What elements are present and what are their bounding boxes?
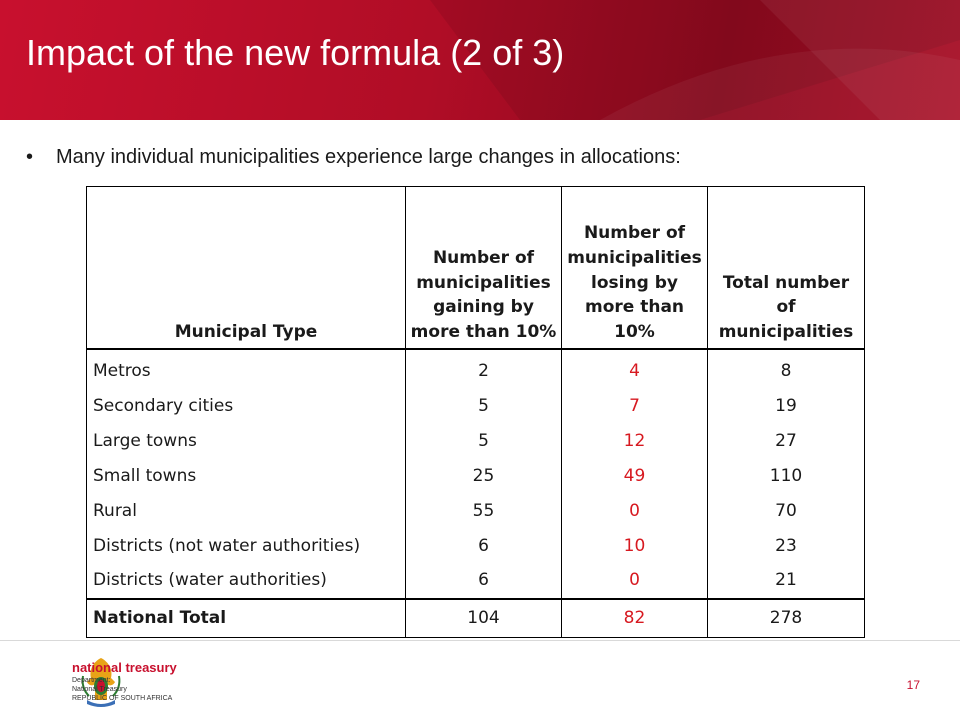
cell-total: 21: [707, 562, 865, 599]
cell-gaining: 55: [405, 493, 562, 529]
footer-logo-text: national treasury Department: National T…: [72, 660, 177, 703]
cell-type: Large towns: [86, 423, 406, 459]
cell-gaining: 5: [405, 388, 562, 424]
column-header-losing: Number of municipalities losing by more …: [561, 186, 708, 350]
cell-type: Districts (water authorities): [86, 562, 406, 599]
cell-total-total: 278: [707, 597, 865, 638]
municipalities-table: Municipal Type Number of municipalities …: [86, 186, 865, 638]
cell-total: 8: [707, 348, 865, 389]
footer-divider: [0, 640, 960, 641]
cell-gaining: 6: [405, 562, 562, 599]
column-header-total: Total number of municipalities: [707, 186, 865, 350]
cell-total-gaining: 104: [405, 597, 562, 638]
table-row: Rural 55 0 70: [86, 493, 865, 529]
cell-losing: 4: [561, 348, 708, 389]
org-sub-line: National Treasury: [72, 685, 127, 693]
cell-total: 19: [707, 388, 865, 424]
org-subtitle: Department: National Treasury REPUBLIC O…: [72, 677, 177, 703]
cell-total: 23: [707, 528, 865, 563]
cell-losing: 12: [561, 423, 708, 459]
org-name: national treasury: [72, 660, 177, 675]
cell-total: 70: [707, 493, 865, 529]
org-sub-line: REPUBLIC OF SOUTH AFRICA: [72, 694, 173, 702]
cell-type: Small towns: [86, 458, 406, 494]
table-row: Small towns 25 49 110: [86, 458, 865, 494]
coat-of-arms-icon: [81, 658, 121, 707]
table-row: Districts (water authorities) 6 0 21: [86, 562, 865, 599]
cell-type: Rural: [86, 493, 406, 529]
table-header-row: Municipal Type Number of municipalities …: [86, 186, 865, 350]
banner-decoration: [430, 0, 960, 120]
table-total-row: National Total 104 82 278: [86, 597, 865, 638]
cell-type: Secondary cities: [86, 388, 406, 424]
cell-total-losing: 82: [561, 597, 708, 638]
cell-losing: 0: [561, 562, 708, 599]
bullet-icon: •: [26, 146, 34, 168]
cell-gaining: 6: [405, 528, 562, 563]
table-row: Metros 2 4 8: [86, 348, 865, 389]
cell-total: 110: [707, 458, 865, 494]
table-row: Large towns 5 12 27: [86, 423, 865, 459]
cell-total: 27: [707, 423, 865, 459]
column-header-gaining: Number of municipalities gaining by more…: [405, 186, 562, 350]
cell-losing: 0: [561, 493, 708, 529]
org-sub-line: Department:: [72, 677, 111, 684]
cell-gaining: 5: [405, 423, 562, 459]
cell-losing: 49: [561, 458, 708, 494]
column-header-type: Municipal Type: [86, 186, 406, 350]
bullet-text: Many individual municipalities experienc…: [56, 146, 681, 168]
slide-title: Impact of the new formula (2 of 3): [26, 32, 565, 73]
cell-total-label: National Total: [86, 597, 406, 638]
cell-type: Metros: [86, 348, 406, 389]
table-row: Secondary cities 5 7 19: [86, 388, 865, 424]
title-banner: Impact of the new formula (2 of 3): [0, 0, 960, 120]
cell-losing: 7: [561, 388, 708, 424]
cell-gaining: 25: [405, 458, 562, 494]
table-row: Districts (not water authorities) 6 10 2…: [86, 528, 865, 563]
page-number: 17: [906, 678, 920, 692]
bullet-point: • Many individual municipalities experien…: [26, 146, 681, 169]
cell-gaining: 2: [405, 348, 562, 389]
cell-type: Districts (not water authorities): [86, 528, 406, 563]
cell-losing: 10: [561, 528, 708, 563]
